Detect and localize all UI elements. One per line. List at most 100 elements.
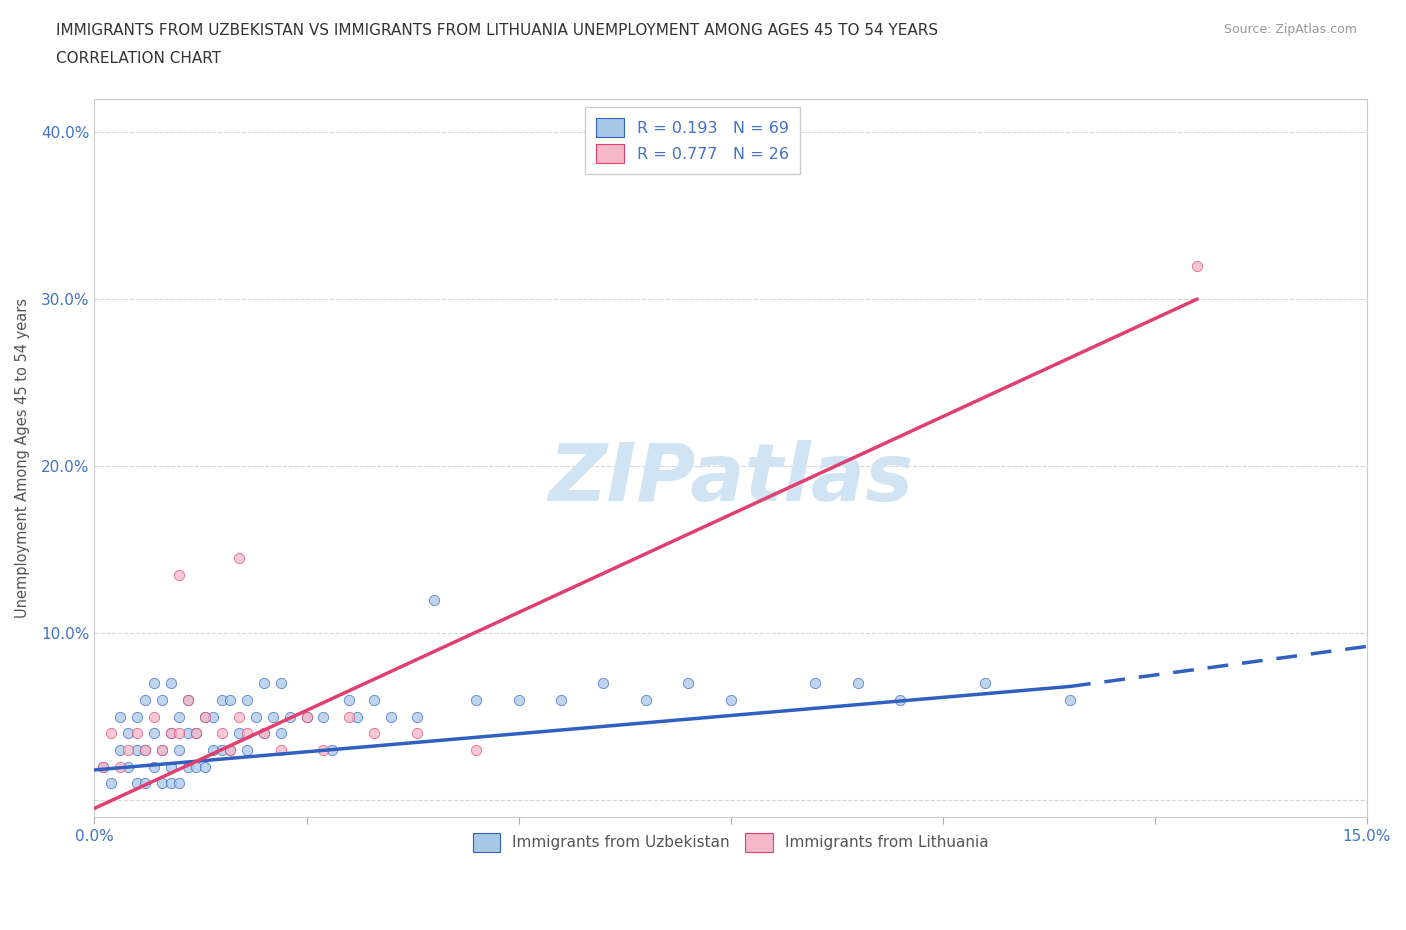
Point [186,759,208,774]
Point [676,676,699,691]
Point [125,709,148,724]
Point [108,759,131,774]
Point [134,693,156,708]
Point [194,759,217,774]
Point [312,742,335,757]
Point [228,709,250,724]
Point [236,693,259,708]
Point [889,693,911,708]
Point [194,709,217,724]
Point [380,709,402,724]
Text: IMMIGRANTS FROM UZBEKISTAN VS IMMIGRANTS FROM LITHUANIA UNEMPLOYMENT AMONG AGES : IMMIGRANTS FROM UZBEKISTAN VS IMMIGRANTS… [56,23,938,38]
Point [423,592,446,607]
Point [108,709,131,724]
Point [550,693,572,708]
Point [159,759,181,774]
Point [117,742,139,757]
Point [159,776,181,790]
Point [169,742,191,757]
Point [295,709,318,724]
Point [169,567,191,582]
Point [125,776,148,790]
Point [177,693,200,708]
Point [974,676,997,691]
Point [169,725,191,740]
Point [228,551,250,565]
Point [150,693,173,708]
Point [270,676,292,691]
Point [363,725,385,740]
Point [253,725,276,740]
Point [262,709,284,724]
Point [1059,693,1081,708]
Point [405,709,427,724]
Point [270,725,292,740]
Point [169,709,191,724]
Y-axis label: Unemployment Among Ages 45 to 54 years: Unemployment Among Ages 45 to 54 years [15,298,30,618]
Point [177,693,200,708]
Point [295,709,318,724]
Point [202,742,225,757]
Point [804,676,827,691]
Point [211,725,233,740]
Point [211,742,233,757]
Point [405,725,427,740]
Point [150,742,173,757]
Point [117,725,139,740]
Point [312,709,335,724]
Point [321,742,343,757]
Point [202,709,225,724]
Point [465,742,488,757]
Point [142,676,165,691]
Point [91,759,114,774]
Point [253,725,276,740]
Point [117,759,139,774]
Point [634,693,657,708]
Point [219,693,242,708]
Point [159,725,181,740]
Point [236,725,259,740]
Text: CORRELATION CHART: CORRELATION CHART [56,51,221,66]
Point [177,759,200,774]
Point [169,776,191,790]
Point [134,742,156,757]
Point [159,676,181,691]
Point [253,676,276,691]
Point [1185,259,1208,273]
Point [186,725,208,740]
Point [337,693,360,708]
Point [278,709,301,724]
Legend: Immigrants from Uzbekistan, Immigrants from Lithuania: Immigrants from Uzbekistan, Immigrants f… [465,826,997,859]
Point [125,725,148,740]
Point [150,776,173,790]
Point [194,709,217,724]
Point [219,742,242,757]
Point [363,693,385,708]
Text: ZIPatlas: ZIPatlas [548,440,912,518]
Point [245,709,267,724]
Point [159,725,181,740]
Point [100,776,122,790]
Point [346,709,368,724]
Point [142,759,165,774]
Point [337,709,360,724]
Point [108,742,131,757]
Point [186,725,208,740]
Point [465,693,488,708]
Point [211,693,233,708]
Point [134,742,156,757]
Point [846,676,869,691]
Point [228,725,250,740]
Point [720,693,742,708]
Point [177,725,200,740]
Point [150,742,173,757]
Point [592,676,614,691]
Point [134,776,156,790]
Point [236,742,259,757]
Point [91,759,114,774]
Point [100,725,122,740]
Point [142,709,165,724]
Point [508,693,530,708]
Point [219,742,242,757]
Point [142,725,165,740]
